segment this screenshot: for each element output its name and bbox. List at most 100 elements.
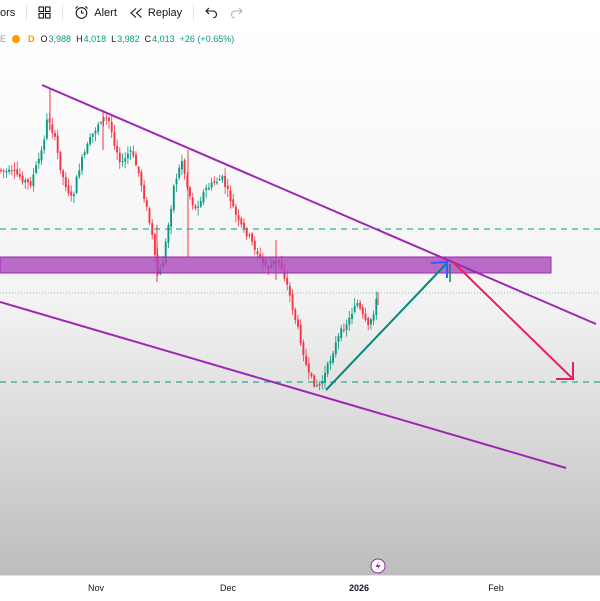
replay-button[interactable]: Replay xyxy=(123,0,188,25)
candle xyxy=(189,185,191,200)
close-value: 4,013 xyxy=(152,34,175,44)
candle xyxy=(72,191,75,204)
candle xyxy=(102,116,105,127)
candle xyxy=(167,222,170,249)
candle xyxy=(191,192,194,210)
candle xyxy=(232,194,235,208)
candle xyxy=(194,203,197,211)
candle xyxy=(5,168,8,178)
supply-zone-rectangle[interactable] xyxy=(0,256,552,274)
candle xyxy=(218,175,221,182)
candle xyxy=(118,147,121,169)
candle xyxy=(121,153,124,167)
candle xyxy=(10,165,13,176)
candle xyxy=(56,129,59,159)
undo-icon xyxy=(205,7,218,18)
candle xyxy=(345,319,348,337)
candle xyxy=(62,168,65,186)
close-key: C xyxy=(144,34,152,44)
candle xyxy=(240,216,243,228)
time-tick-2026: 2026 xyxy=(348,583,370,593)
low-key: L xyxy=(111,34,117,44)
candle xyxy=(307,357,310,380)
redo-icon xyxy=(231,7,243,18)
candle xyxy=(183,158,186,180)
candle xyxy=(32,168,35,192)
candle xyxy=(326,361,329,378)
candle xyxy=(59,150,62,174)
candle xyxy=(113,124,116,150)
candle xyxy=(110,114,113,139)
candle xyxy=(21,171,24,185)
candle xyxy=(286,270,289,291)
toolbar-divider xyxy=(26,5,28,20)
candle xyxy=(172,184,175,213)
candle xyxy=(207,182,210,191)
candle xyxy=(27,177,29,190)
interval-badge: D xyxy=(28,34,35,44)
open-value: 3,988 xyxy=(48,34,72,44)
candle xyxy=(229,185,232,209)
high-key: H xyxy=(76,34,83,44)
candle xyxy=(340,325,343,342)
alert-button[interactable]: Alert xyxy=(68,0,123,25)
candle xyxy=(288,282,291,303)
high-value: 4,018 xyxy=(83,34,107,44)
candle xyxy=(0,168,2,174)
candle xyxy=(180,154,183,176)
candle xyxy=(175,173,178,193)
candle xyxy=(351,307,353,325)
candle xyxy=(332,350,335,365)
candle xyxy=(54,129,56,141)
candle xyxy=(97,121,100,136)
candle xyxy=(108,115,110,129)
bullish-projection-arrow[interactable] xyxy=(325,262,448,391)
redo-button[interactable] xyxy=(224,0,249,25)
candle xyxy=(124,151,127,169)
grid-icon xyxy=(38,6,51,19)
channel-lower-trendline[interactable] xyxy=(0,301,567,469)
candle xyxy=(364,307,367,323)
bearish-projection-arrow[interactable] xyxy=(452,261,574,380)
candle xyxy=(37,152,40,169)
open-key: O xyxy=(40,34,48,44)
indicators-label: ors xyxy=(0,6,16,19)
candle xyxy=(294,307,297,325)
lightning-icon[interactable] xyxy=(370,558,386,574)
candle xyxy=(8,165,11,175)
candle xyxy=(29,176,32,189)
candle xyxy=(94,127,97,142)
candle xyxy=(251,231,254,246)
candle xyxy=(318,382,321,391)
chart-background xyxy=(0,25,600,575)
indicators-button[interactable]: ors xyxy=(0,0,21,25)
candle xyxy=(51,118,54,139)
candle xyxy=(16,161,19,177)
channel-upper-trendline[interactable] xyxy=(41,84,597,325)
layout-button[interactable] xyxy=(32,0,57,25)
candle xyxy=(143,179,146,203)
symbol-fragment: E xyxy=(0,34,7,44)
candle xyxy=(70,185,73,202)
candle xyxy=(315,379,318,388)
top-toolbar: ors Alert Replay xyxy=(0,0,600,26)
candle xyxy=(253,236,256,255)
candle xyxy=(234,203,237,223)
candle xyxy=(197,200,200,216)
candle xyxy=(237,209,240,227)
ohlc-legend: E D O 3,988 H 4,018 L 3,982 C 4,013 +26 … xyxy=(0,31,600,47)
candle xyxy=(86,141,89,155)
toolbar-divider xyxy=(193,5,195,20)
candle xyxy=(13,162,16,179)
undo-button[interactable] xyxy=(199,0,224,25)
candle xyxy=(359,299,362,311)
change-value: +26 (+0.65%) xyxy=(179,34,235,44)
candle xyxy=(89,133,92,147)
price-chart[interactable] xyxy=(0,25,600,575)
candle xyxy=(221,174,224,183)
candle xyxy=(91,132,94,144)
candle xyxy=(105,112,108,125)
time-axis[interactable]: Nov Dec 2026 Feb xyxy=(0,575,600,601)
alarm-clock-icon xyxy=(75,5,89,19)
candle xyxy=(226,178,229,197)
